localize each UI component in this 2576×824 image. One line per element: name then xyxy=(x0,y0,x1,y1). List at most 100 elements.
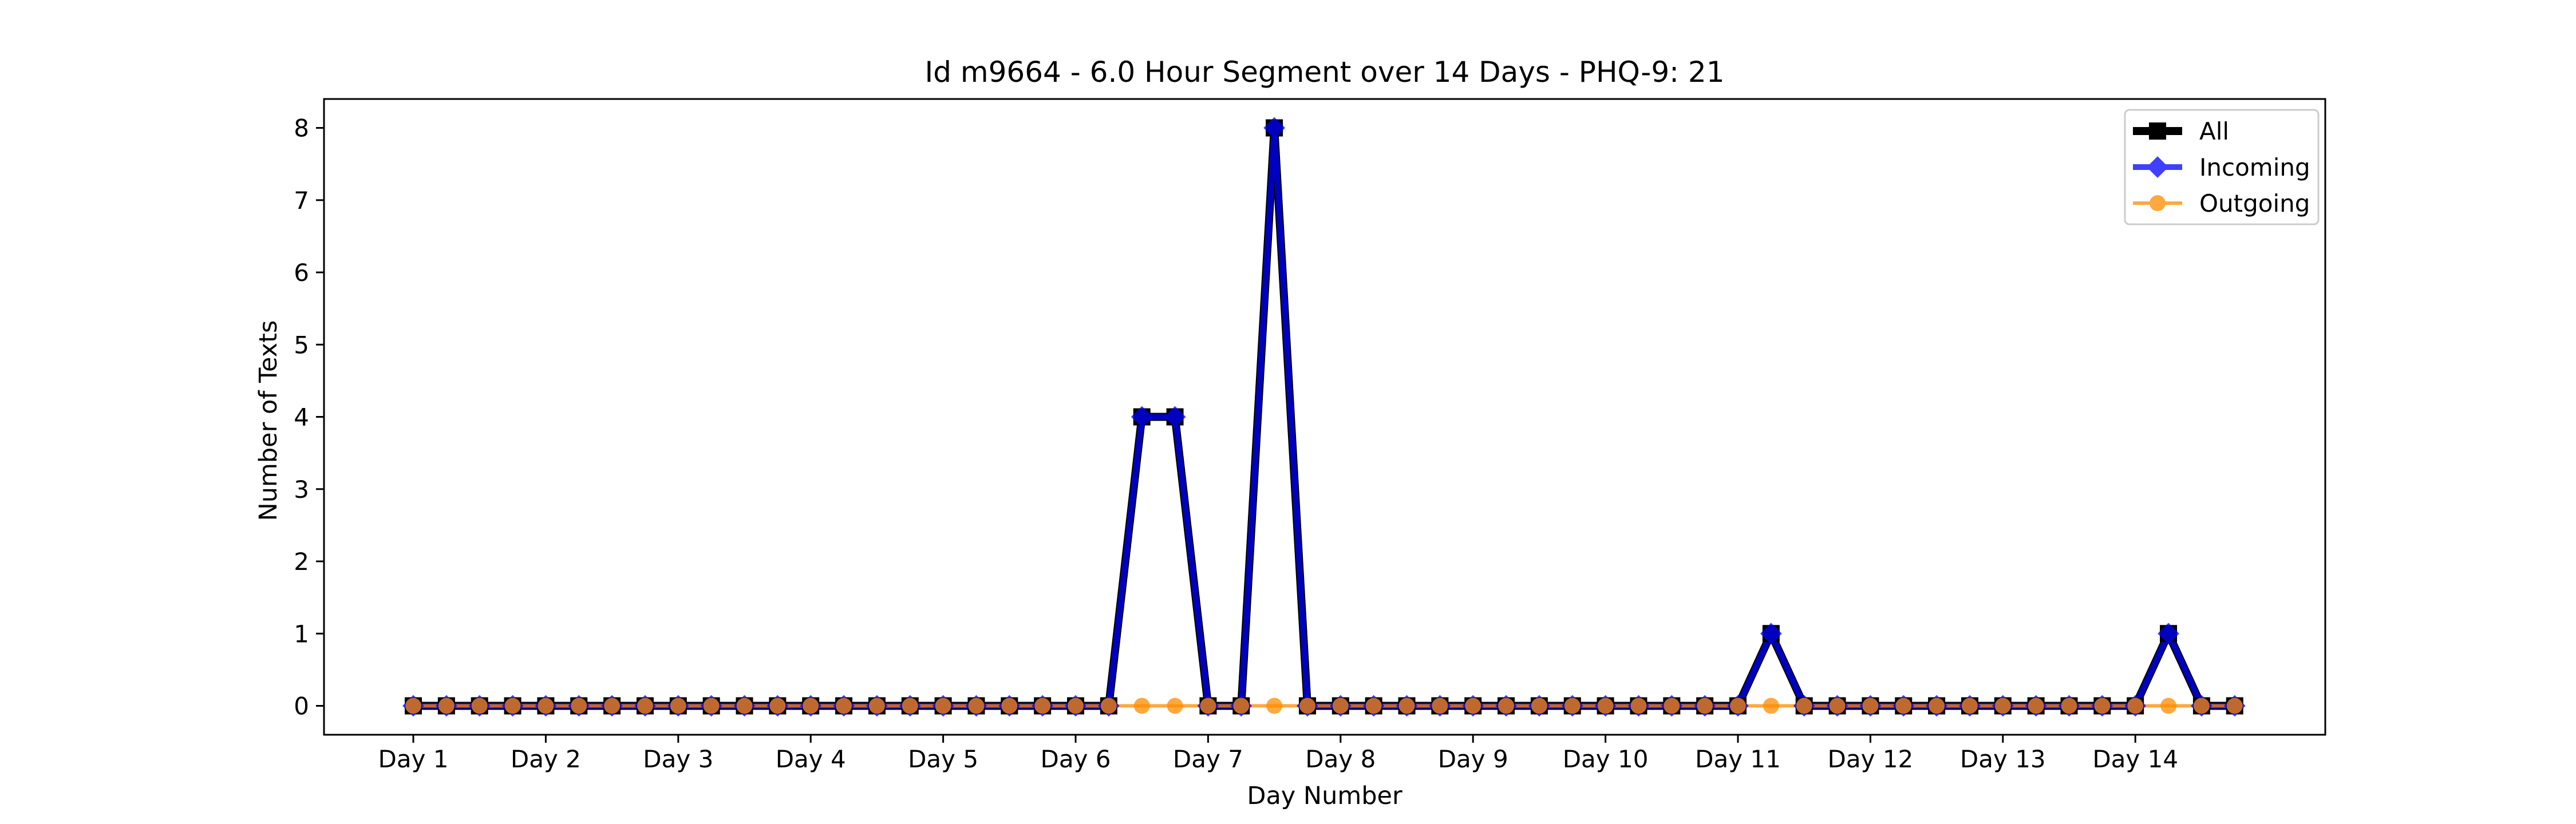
data-point-outgoing xyxy=(604,698,621,714)
data-point-outgoing xyxy=(1697,698,1713,714)
data-point-outgoing xyxy=(1961,698,1978,714)
series-points-all xyxy=(405,119,2243,715)
legend-marker-outgoing xyxy=(2150,195,2166,211)
data-point-outgoing xyxy=(471,698,488,714)
series-line-all xyxy=(413,124,2235,710)
data-point-outgoing xyxy=(803,698,819,714)
data-point-outgoing xyxy=(2028,698,2044,714)
legend xyxy=(2124,109,2320,225)
series-points-outgoing xyxy=(405,698,2243,714)
data-point-outgoing xyxy=(2193,698,2210,714)
x-tick-label: Day 6 xyxy=(1040,745,1111,773)
data-point-outgoing xyxy=(1034,698,1051,714)
data-point-outgoing xyxy=(538,698,554,714)
data-point-outgoing xyxy=(836,698,852,714)
x-tick-label: Day 12 xyxy=(1828,745,1914,773)
data-point-incoming xyxy=(1131,406,1153,428)
x-tick-label: Day 8 xyxy=(1305,745,1376,773)
data-point-outgoing xyxy=(571,698,587,714)
y-tick-label: 8 xyxy=(294,114,309,142)
data-point-outgoing xyxy=(2226,698,2243,714)
data-point-outgoing xyxy=(1730,698,1746,714)
legend-swatch-outgoing xyxy=(2133,195,2182,211)
data-point-outgoing xyxy=(1299,698,1315,714)
x-tick-label: Day 14 xyxy=(2092,745,2178,773)
data-point-outgoing xyxy=(935,698,951,714)
data-point-outgoing xyxy=(1167,698,1183,714)
data-point-outgoing xyxy=(736,698,753,714)
y-tick-label: 7 xyxy=(294,187,309,215)
data-point-outgoing xyxy=(1100,698,1117,714)
data-point-incoming xyxy=(1760,623,1782,645)
data-point-outgoing xyxy=(1200,698,1216,714)
legend-marker-all xyxy=(2149,122,2166,140)
legend-label-incoming: Incoming xyxy=(2199,153,2310,181)
data-point-outgoing xyxy=(405,698,421,714)
data-point-outgoing xyxy=(1796,698,1812,714)
data-point-outgoing xyxy=(2094,698,2111,714)
data-point-outgoing xyxy=(1895,698,1912,714)
legend-label-all: All xyxy=(2199,117,2229,145)
y-tick-label: 6 xyxy=(294,259,309,287)
y-tick-label: 5 xyxy=(294,331,309,359)
data-point-outgoing xyxy=(1994,698,2011,714)
series-points-incoming xyxy=(402,117,2246,717)
x-tick-label: Day 9 xyxy=(1438,745,1508,773)
x-tick-label: Day 10 xyxy=(1563,745,1649,773)
data-point-outgoing xyxy=(1564,698,1581,714)
data-point-incoming xyxy=(1263,117,1285,139)
legend-swatch-incoming xyxy=(2133,156,2182,178)
x-tick-label: Day 2 xyxy=(511,745,581,773)
plot-area xyxy=(323,98,2326,736)
y-tick-label: 4 xyxy=(294,403,309,431)
x-tick-label: Day 1 xyxy=(378,745,448,773)
data-point-outgoing xyxy=(2061,698,2077,714)
data-point-outgoing xyxy=(1432,698,1448,714)
series-line-incoming xyxy=(413,125,2235,709)
data-point-outgoing xyxy=(1365,698,1382,714)
x-tick-label: Day 13 xyxy=(1960,745,2046,773)
legend-swatch-all xyxy=(2133,122,2182,140)
data-point-outgoing xyxy=(670,698,686,714)
data-point-outgoing xyxy=(703,698,720,714)
data-point-outgoing xyxy=(1332,698,1349,714)
data-point-outgoing xyxy=(2127,698,2144,714)
data-point-outgoing xyxy=(1862,698,1879,714)
x-tick-label: Day 4 xyxy=(776,745,846,773)
x-axis-label: Day Number xyxy=(1247,782,1402,810)
y-tick-label: 1 xyxy=(294,620,309,648)
data-point-outgoing xyxy=(637,698,653,714)
data-point-outgoing xyxy=(1763,698,1779,714)
data-point-outgoing xyxy=(1233,698,1250,714)
data-point-incoming xyxy=(1164,406,1186,428)
data-point-outgoing xyxy=(2160,698,2177,714)
data-point-outgoing xyxy=(1398,698,1415,714)
x-tick-label: Day 5 xyxy=(908,745,978,773)
data-point-outgoing xyxy=(1266,698,1283,714)
data-point-outgoing xyxy=(1929,698,1945,714)
data-point-outgoing xyxy=(438,698,455,714)
x-tick-label: Day 11 xyxy=(1695,745,1781,773)
data-point-outgoing xyxy=(1531,698,1547,714)
chart-title: Id m9664 - 6.0 Hour Segment over 14 Days… xyxy=(924,56,1724,89)
y-tick-label: 0 xyxy=(294,692,309,720)
data-point-outgoing xyxy=(1001,698,1018,714)
data-point-outgoing xyxy=(868,698,885,714)
legend-label-outgoing: Outgoing xyxy=(2199,189,2310,217)
data-point-outgoing xyxy=(504,698,521,714)
y-tick-label: 2 xyxy=(294,548,309,576)
x-tick-label: Day 3 xyxy=(643,745,713,773)
data-point-outgoing xyxy=(902,698,918,714)
data-point-outgoing xyxy=(1664,698,1680,714)
data-point-outgoing xyxy=(1498,698,1515,714)
data-point-outgoing xyxy=(769,698,786,714)
data-point-outgoing xyxy=(1829,698,1846,714)
data-point-outgoing xyxy=(1068,698,1084,714)
y-tick-label: 3 xyxy=(294,476,309,504)
data-point-outgoing xyxy=(1133,698,1150,714)
x-tick-label: Day 7 xyxy=(1173,745,1243,773)
legend-marker-incoming xyxy=(2147,156,2168,178)
data-point-outgoing xyxy=(1597,698,1614,714)
